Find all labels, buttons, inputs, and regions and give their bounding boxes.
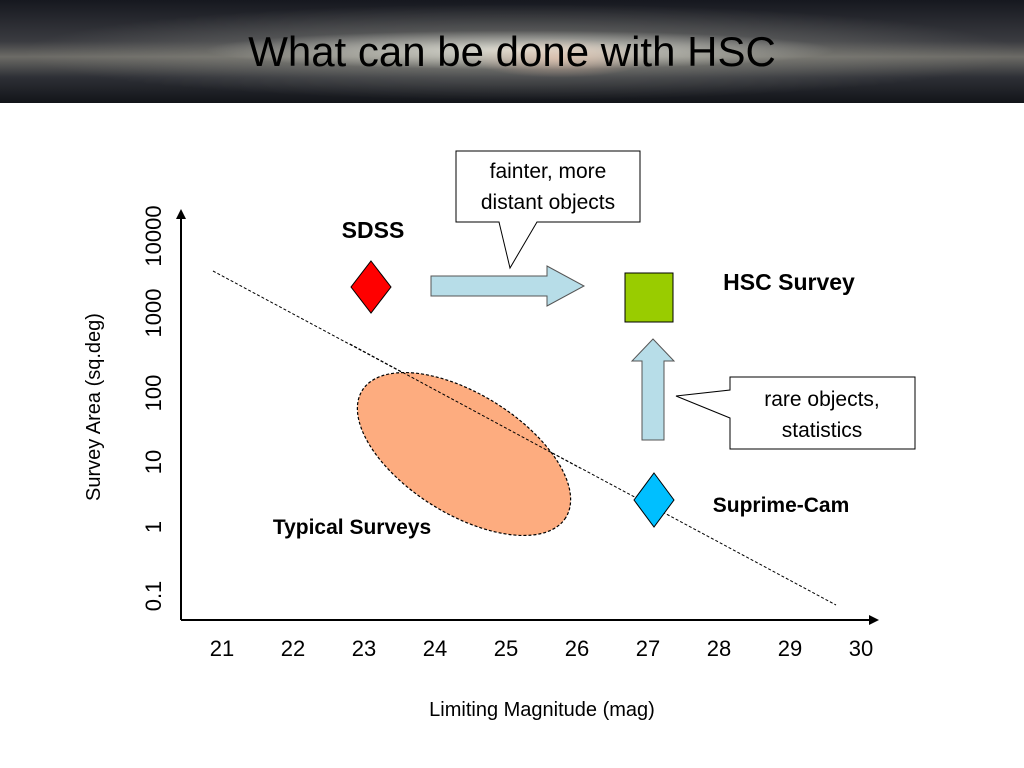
rare-callout-line2: statistics <box>782 419 863 442</box>
y-axis-title: Survey Area (sq.deg) <box>83 313 105 501</box>
x-tick-label: 22 <box>281 636 305 661</box>
fainter-callout-line1: fainter, more <box>490 160 607 183</box>
fainter-callout-line2: distant objects <box>481 191 615 214</box>
y-tick-label: 1000 <box>141 289 166 338</box>
slide-title: What can be done with HSC <box>248 28 776 75</box>
hsc-survey-label: HSC Survey <box>723 269 855 295</box>
y-tick-label: 100 <box>141 375 166 412</box>
y-tick-label: 0.1 <box>141 581 166 612</box>
fainter-callout-box <box>455 150 641 270</box>
trend-line-overlay <box>349 343 581 469</box>
rare-callout-box <box>675 376 916 450</box>
x-tick-label: 29 <box>778 636 802 661</box>
sdss-marker <box>350 260 392 314</box>
x-tick-label: 30 <box>849 636 873 661</box>
x-tick-label: 27 <box>636 636 660 661</box>
y-tick-labels: 0.1 1 10 100 1000 10000 <box>141 205 166 611</box>
rare-objects-arrow <box>630 338 676 441</box>
x-axis-title: Limiting Magnitude (mag) <box>429 699 655 721</box>
typical-surveys-label: Typical Surveys <box>273 516 431 539</box>
fainter-arrow <box>430 265 586 307</box>
survey-diagram: 21 22 23 24 25 26 27 28 29 30 0.1 1 10 1… <box>83 150 916 721</box>
x-tick-label: 26 <box>565 636 589 661</box>
x-tick-label: 28 <box>707 636 731 661</box>
y-tick-label: 10 <box>141 450 166 474</box>
starfield-banner <box>0 0 1024 103</box>
x-tick-label: 24 <box>423 636 447 661</box>
sdss-label: SDSS <box>342 217 405 243</box>
x-tick-label: 21 <box>210 636 234 661</box>
hsc-survey-marker <box>624 272 674 323</box>
rare-callout-line1: rare objects, <box>764 388 880 411</box>
suprime-cam-label: Suprime-Cam <box>713 494 850 517</box>
y-tick-label: 10000 <box>141 205 166 266</box>
x-tick-labels: 21 22 23 24 25 26 27 28 29 30 <box>210 636 873 661</box>
suprime-cam-marker <box>633 472 675 528</box>
typical-surveys-ellipse <box>356 371 572 537</box>
x-tick-label: 25 <box>494 636 518 661</box>
trend-line <box>212 270 837 606</box>
y-tick-label: 1 <box>141 521 166 533</box>
x-tick-label: 23 <box>352 636 376 661</box>
